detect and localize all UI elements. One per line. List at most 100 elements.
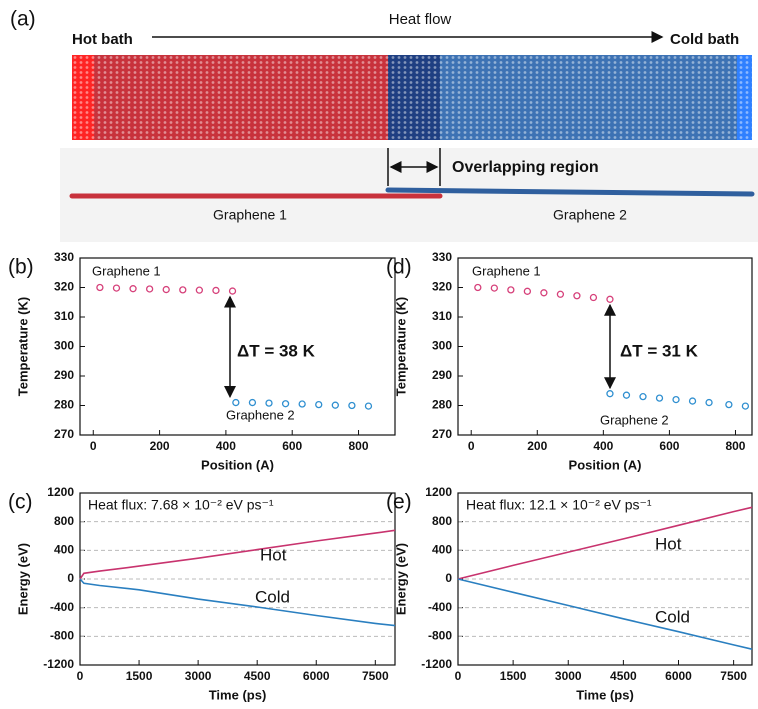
point (112, 284, 121, 292)
x-tick-label: 800 (349, 439, 369, 453)
point (688, 397, 697, 405)
lattice (72, 55, 752, 140)
point (265, 399, 273, 407)
point (540, 289, 548, 297)
y-axis-title: Temperature (K) (15, 297, 30, 396)
plot-frame (79, 257, 396, 436)
annotation: ΔT = 38 K (237, 341, 316, 360)
point (348, 401, 356, 410)
series-label: Graphene 1 (92, 263, 161, 278)
y-tick-label: 320 (54, 280, 74, 294)
x-tick-label: 0 (455, 669, 462, 683)
point (145, 285, 154, 293)
y-tick-label: 270 (432, 427, 452, 441)
line (79, 529, 396, 580)
x-tick-label: 600 (659, 439, 679, 453)
x-tick-label: 6000 (303, 669, 330, 683)
point (96, 283, 104, 292)
point (129, 285, 137, 293)
side-sheet-2 (385, 187, 755, 197)
x-tick-label: 1500 (500, 669, 527, 683)
x-axis-title: Time (ps) (576, 687, 634, 702)
x-tick-label: 600 (282, 439, 302, 453)
point (364, 402, 373, 410)
y-tick-label: 0 (67, 571, 74, 585)
y-tick-label: 310 (54, 309, 74, 323)
y-tick-label: 800 (54, 514, 74, 528)
point (655, 394, 664, 402)
x-tick-label: 200 (150, 439, 170, 453)
line (457, 578, 753, 650)
series-label: Graphene 1 (472, 263, 541, 278)
x-tick-label: 4500 (244, 669, 271, 683)
y-tick-label: 280 (432, 398, 452, 412)
point (298, 400, 306, 408)
y-tick-label: 1200 (47, 485, 74, 499)
series-label: Hot (655, 534, 682, 553)
point (162, 285, 170, 294)
panel-label: (e) (386, 491, 412, 514)
y-axis-title: Energy (eV) (15, 543, 30, 615)
y-tick-label: -800 (428, 629, 452, 643)
y-tick-label: -1200 (421, 657, 452, 671)
y-axis-title: Energy (eV) (393, 543, 408, 615)
panel-label: (d) (386, 256, 412, 279)
point (556, 290, 565, 298)
y-tick-label: 280 (54, 398, 74, 412)
series-label: Graphene 2 (226, 407, 295, 422)
x-axis-title: Position (A) (569, 457, 642, 472)
x-tick-label: 0 (468, 439, 475, 453)
point (705, 398, 713, 407)
plot-frame (457, 257, 753, 436)
point (523, 287, 532, 295)
point (507, 286, 515, 294)
cold-bath: Cold bath (670, 31, 739, 48)
x-axis-title: Position (A) (201, 457, 274, 472)
y-tick-label: 290 (432, 368, 452, 382)
point (281, 400, 290, 408)
series-label: Hot (260, 545, 287, 564)
x-tick-label: 6000 (665, 669, 692, 683)
series-label: Cold (255, 587, 290, 606)
x-axis-title: Time (ps) (209, 687, 267, 702)
y-tick-label: 330 (432, 250, 452, 264)
panel-a: (a) Hot bath Heat flow Cold bath Overlap… (10, 8, 758, 242)
point (248, 398, 257, 407)
x-tick-label: 400 (216, 439, 236, 453)
x-tick-label: 3000 (555, 669, 582, 683)
y-tick-label: 1200 (425, 485, 452, 499)
y-tick-label: -800 (50, 629, 74, 643)
sheet-1-label: Graphene 1 (213, 207, 287, 223)
point (179, 286, 187, 294)
x-tick-label: 7500 (362, 669, 389, 683)
point (573, 292, 581, 300)
y-tick-label: -1200 (43, 657, 74, 671)
point (212, 286, 220, 295)
point (606, 390, 614, 398)
y-tick-label: -400 (50, 600, 74, 614)
point (672, 395, 680, 404)
point (195, 286, 204, 294)
annotation: Heat flux: 7.68 × 10⁻² eV ps⁻¹ (88, 497, 274, 513)
y-tick-label: 330 (54, 250, 74, 264)
y-tick-label: 270 (54, 427, 74, 441)
x-tick-label: 400 (593, 439, 613, 453)
point (228, 287, 237, 295)
y-tick-label: 400 (432, 543, 452, 557)
point (589, 293, 598, 302)
point (622, 391, 631, 399)
y-tick-label: 800 (432, 514, 452, 528)
x-tick-label: 4500 (610, 669, 637, 683)
sheet-2-label: Graphene 2 (553, 207, 627, 223)
point (606, 295, 614, 303)
y-tick-label: 300 (432, 339, 452, 353)
y-axis-title: Temperature (K) (393, 297, 408, 396)
point (741, 402, 750, 410)
annotation: Heat flux: 12.1 × 10⁻² eV ps⁻¹ (466, 497, 652, 513)
point (639, 392, 647, 401)
panel-label: (b) (8, 256, 34, 279)
line (79, 578, 396, 627)
point (474, 283, 482, 292)
